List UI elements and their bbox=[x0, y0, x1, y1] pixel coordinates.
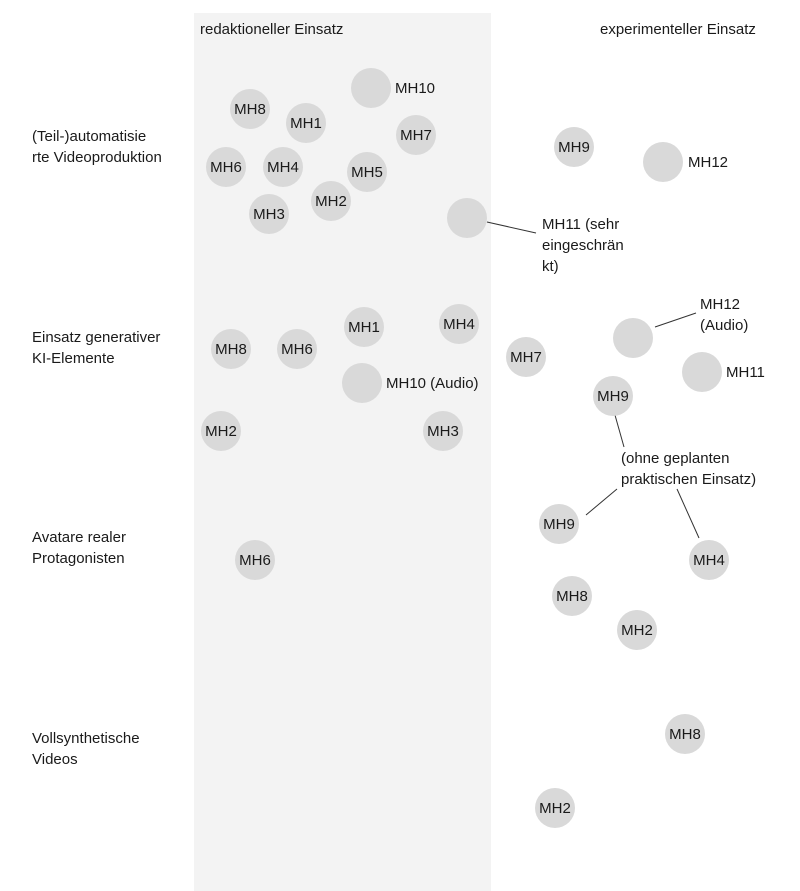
connector-r2-mh12 bbox=[654, 312, 697, 328]
node-r2-mh9: MH9 bbox=[593, 376, 633, 416]
column-header-editorial: redaktioneller Einsatz bbox=[200, 21, 344, 38]
node-r1-mh10 bbox=[351, 68, 391, 108]
row-label-fully-synthetic: Vollsynthetische Videos bbox=[32, 730, 140, 768]
row-label-automated-production: (Teil-)automatisie rte Videoproduktion bbox=[32, 128, 162, 166]
node-r1-mh11 bbox=[447, 198, 487, 238]
node-r3-mh4: MH4 bbox=[689, 540, 729, 580]
row-label-generative-ai: Einsatz generativer KI-Elemente bbox=[32, 329, 161, 367]
connector-note-mh9 bbox=[585, 488, 618, 516]
node-r2-mh7: MH7 bbox=[506, 337, 546, 377]
node-r2-mh2: MH2 bbox=[201, 411, 241, 451]
node-r2-mh8: MH8 bbox=[211, 329, 251, 369]
node-r1-mh6: MH6 bbox=[206, 147, 246, 187]
node-r2-mh3: MH3 bbox=[423, 411, 463, 451]
label-r2-mh11: MH11 bbox=[726, 364, 765, 381]
row-label-avatars: Avatare realer Protagonisten bbox=[32, 529, 126, 567]
label-r1-mh11: MH11 (sehr eingeschrän kt) bbox=[542, 216, 624, 275]
note-no-planned-use: (ohne geplanten praktischen Einsatz) bbox=[621, 450, 757, 488]
node-r2-mh11 bbox=[682, 352, 722, 392]
node-r1-mh1: MH1 bbox=[286, 103, 326, 143]
node-r3-mh9: MH9 bbox=[539, 504, 579, 544]
node-r1-mh12 bbox=[643, 142, 683, 182]
label-r2-mh12: MH12 (Audio) bbox=[700, 296, 749, 334]
node-r3-mh8: MH8 bbox=[552, 576, 592, 616]
node-r1-mh8: MH8 bbox=[230, 89, 270, 129]
node-r3-mh6: MH6 bbox=[235, 540, 275, 580]
label-r2-mh10: MH10 (Audio) bbox=[386, 375, 479, 392]
node-r2-mh6: MH6 bbox=[277, 329, 317, 369]
node-r3-mh2: MH2 bbox=[617, 610, 657, 650]
node-r2-mh10 bbox=[342, 363, 382, 403]
column-header-experimental: experimenteller Einsatz bbox=[600, 21, 756, 38]
node-r2-mh12 bbox=[613, 318, 653, 358]
node-r1-mh9: MH9 bbox=[554, 127, 594, 167]
editorial-column-band bbox=[194, 13, 491, 891]
node-r2-mh1: MH1 bbox=[344, 307, 384, 347]
label-r1-mh10: MH10 bbox=[395, 80, 436, 97]
node-r1-mh2: MH2 bbox=[311, 181, 351, 221]
node-r4-mh2: MH2 bbox=[535, 788, 575, 828]
node-r1-mh7: MH7 bbox=[396, 115, 436, 155]
node-r1-mh3: MH3 bbox=[249, 194, 289, 234]
node-r2-mh4: MH4 bbox=[439, 304, 479, 344]
label-r1-mh12: MH12 bbox=[688, 154, 729, 171]
connector-r1-mh11 bbox=[486, 221, 537, 234]
node-r1-mh4: MH4 bbox=[263, 147, 303, 187]
node-r4-mh8: MH8 bbox=[665, 714, 705, 754]
node-r1-mh5: MH5 bbox=[347, 152, 387, 192]
connector-note-mh4 bbox=[676, 488, 700, 539]
